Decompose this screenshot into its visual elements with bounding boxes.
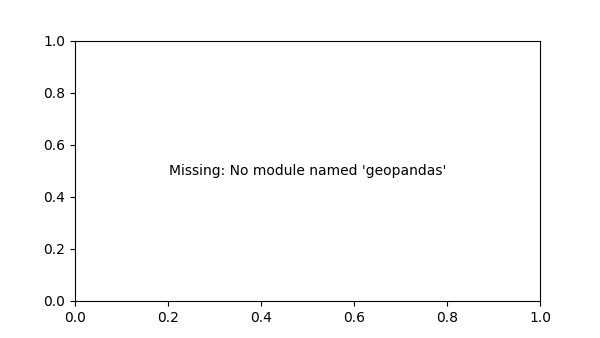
Text: Missing: No module named 'geopandas': Missing: No module named 'geopandas' (169, 164, 446, 178)
